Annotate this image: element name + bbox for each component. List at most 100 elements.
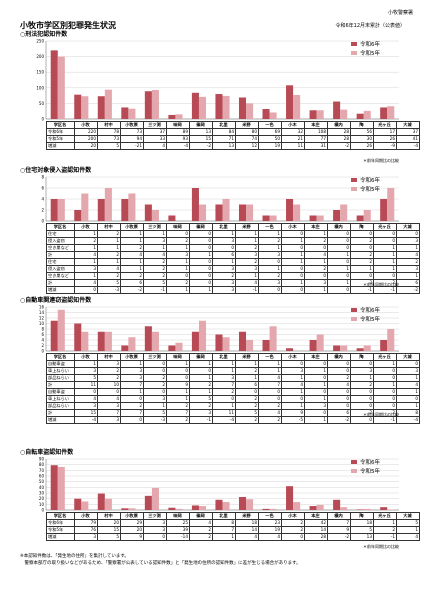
table-header-cell: 光ヶ丘 <box>373 121 397 129</box>
table-cell: 1 <box>166 388 190 396</box>
table-cell: 1 <box>304 230 328 238</box>
table-cell: 2 <box>235 416 259 424</box>
row-label: 侵入盗窃 <box>46 265 75 273</box>
table-header-cell: 小牧原 <box>120 121 144 129</box>
table-cell: 7 <box>166 409 190 417</box>
section-title-penal: ○刑法犯認知件数 <box>20 31 68 38</box>
table-cell: 1 <box>327 265 351 273</box>
table-cell: 3 <box>74 402 98 410</box>
table-cell: 3 <box>143 395 167 403</box>
table-cell: 78 <box>97 128 121 136</box>
table-cell: 50 <box>258 135 282 143</box>
table-header-cell: 学区名 <box>46 223 75 231</box>
table-cell: 0 <box>212 244 236 252</box>
table-cell: 0 <box>350 360 374 368</box>
y-tick-label: 80 <box>39 462 45 467</box>
row-label: 空き巣など <box>46 244 75 252</box>
row-label: 増減 <box>46 142 75 150</box>
table-cell: 0 <box>327 286 351 294</box>
table-header-cell: 横内 <box>327 223 351 231</box>
legend-label: 令和6年 <box>360 176 380 184</box>
bar-r5 <box>269 112 277 119</box>
table-cell: 5 <box>235 409 259 417</box>
table-cell: 4 <box>327 381 351 389</box>
bar-r5 <box>340 345 348 351</box>
table-cell: 0 <box>327 395 351 403</box>
table-cell: 3 <box>74 533 98 541</box>
table-row: 増減 -4 3 0 -3 2 -1 -4 2 2 -5 1 -2 0 -1 -4 <box>46 416 420 424</box>
table-cell: 0 <box>258 395 282 403</box>
section-title-bicycle: ○自転車盗認知件数 <box>20 449 74 456</box>
table-cell: 2 <box>327 374 351 382</box>
table-cell: 1 <box>166 258 190 266</box>
row-label: 令和6年 <box>46 128 75 136</box>
table-header-cell: 北里 <box>212 121 236 129</box>
table-cell: 25 <box>166 519 190 527</box>
table-cell: 1 <box>304 416 328 424</box>
table-cell: 1 <box>304 367 328 375</box>
y-tick-label: 8 <box>41 327 44 332</box>
table-cell: 4 <box>258 533 282 541</box>
bar-r5 <box>81 501 89 510</box>
table-cell: 9 <box>120 533 144 541</box>
bar-r5 <box>57 199 65 221</box>
table-cell: 3 <box>166 251 190 259</box>
table-cell: 0 <box>396 360 420 368</box>
table-header-cell: 本庄 <box>304 223 328 231</box>
bar-r6 <box>191 505 199 510</box>
bar-r6 <box>168 507 176 510</box>
note-vehicle: ＊前年同期比の比較 <box>363 412 399 417</box>
y-tick-label: 150 <box>36 70 44 75</box>
table-cell: 1 <box>166 360 190 368</box>
table-row: 令和5年 76 15 20 3 39 2 7 14 19 2 14 9 5 2 1 <box>46 526 420 534</box>
bar-r5 <box>57 466 65 510</box>
table-cell: 1 <box>281 402 305 410</box>
legend-swatch <box>351 42 357 46</box>
table-cell: 0 <box>281 272 305 280</box>
bar-r6 <box>97 493 105 510</box>
table-cell: 3 <box>235 265 259 273</box>
table-header-cell: 村中 <box>97 121 121 129</box>
table-cell: 2 <box>97 230 121 238</box>
table-cell: 0 <box>304 360 328 368</box>
y-tick-label: 40 <box>39 485 45 490</box>
table-cell: 2 <box>189 381 213 389</box>
table-cell: 2 <box>212 388 236 396</box>
table-cell: 93 <box>166 135 190 143</box>
y-tick-label: 10 <box>39 321 45 326</box>
bar-r5 <box>269 326 277 351</box>
table-cell: 0 <box>281 244 305 252</box>
y-tick-label: 14 <box>39 310 45 315</box>
bar-r6 <box>238 496 247 510</box>
bar-r5 <box>104 331 112 351</box>
bar-r6 <box>50 320 58 351</box>
table-cell: 11 <box>212 409 236 417</box>
bar-r5 <box>128 108 136 119</box>
table-cell: 0 <box>143 388 167 396</box>
table-cell: 2 <box>235 367 259 375</box>
table-cell: 0 <box>373 367 397 375</box>
table-cell: 1 <box>212 533 236 541</box>
bar-r5 <box>104 498 112 510</box>
table-header-cell: 篠岡 <box>189 353 213 361</box>
table-header-cell: 米野 <box>235 512 259 520</box>
table-cell: 2 <box>166 402 190 410</box>
table-cell: 2 <box>189 526 213 534</box>
legend-label: 令和6年 <box>360 306 380 314</box>
table-header-cell: 一色 <box>258 512 282 520</box>
row-label: 増減 <box>46 286 75 294</box>
table-cell: 1 <box>235 360 259 368</box>
table-cell: 11 <box>281 142 305 150</box>
table-cell: -3 <box>97 286 121 294</box>
y-tick-label: 2 <box>41 208 44 213</box>
bar-r5 <box>222 199 230 221</box>
table-cell: 0 <box>258 388 282 396</box>
table-cell: 0 <box>189 244 213 252</box>
bar-r6 <box>168 114 176 119</box>
table-cell: 2 <box>350 237 374 245</box>
table-cell: 0 <box>327 230 351 238</box>
table-cell: 1 <box>120 388 144 396</box>
row-label: 自動車盗 <box>46 360 75 368</box>
table-cell: 2 <box>258 237 282 245</box>
table-cell: 1 <box>235 374 259 382</box>
